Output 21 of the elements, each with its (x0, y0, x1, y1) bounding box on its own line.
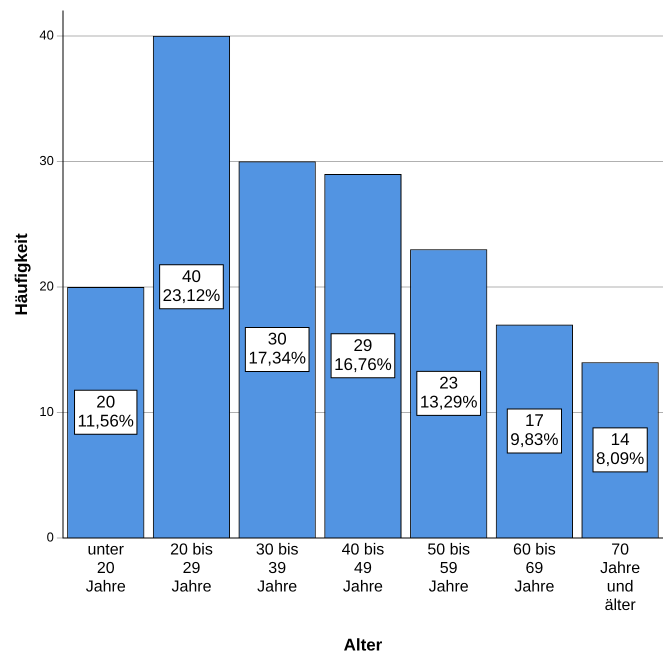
x-tick-label: 30 bis 39 Jahre (256, 542, 299, 596)
data-label: 30 17,34% (248, 330, 306, 368)
x-tick-label: 40 bis 49 Jahre (342, 542, 384, 596)
data-label: 29 16,76% (334, 336, 392, 374)
x-tick-label: 70 Jahre und älter (600, 542, 640, 614)
x-tick-label: 60 bis 69 Jahre (513, 542, 556, 596)
data-label: 40 23,12% (162, 266, 220, 305)
y-tick-label: 20 (39, 278, 54, 294)
x-axis-title: Alter (344, 635, 383, 654)
y-tick-label: 10 (39, 404, 54, 420)
y-tick-label: 30 (39, 153, 54, 168)
y-tick-label: 40 (39, 27, 54, 42)
y-axis-title: Häufigkeit (12, 232, 31, 316)
data-label: 20 11,56% (78, 392, 134, 430)
y-tick-label: 0 (46, 530, 54, 545)
x-tick-label: 50 bis 59 Jahre (427, 542, 470, 596)
x-tick-label: unter 20 Jahre (86, 542, 126, 596)
x-tick-label: 20 bis 29 Jahre (170, 542, 213, 596)
data-label: 14 8,09% (596, 430, 644, 468)
data-label: 23 13,29% (420, 374, 478, 412)
data-label: 17 9,83% (510, 411, 558, 450)
